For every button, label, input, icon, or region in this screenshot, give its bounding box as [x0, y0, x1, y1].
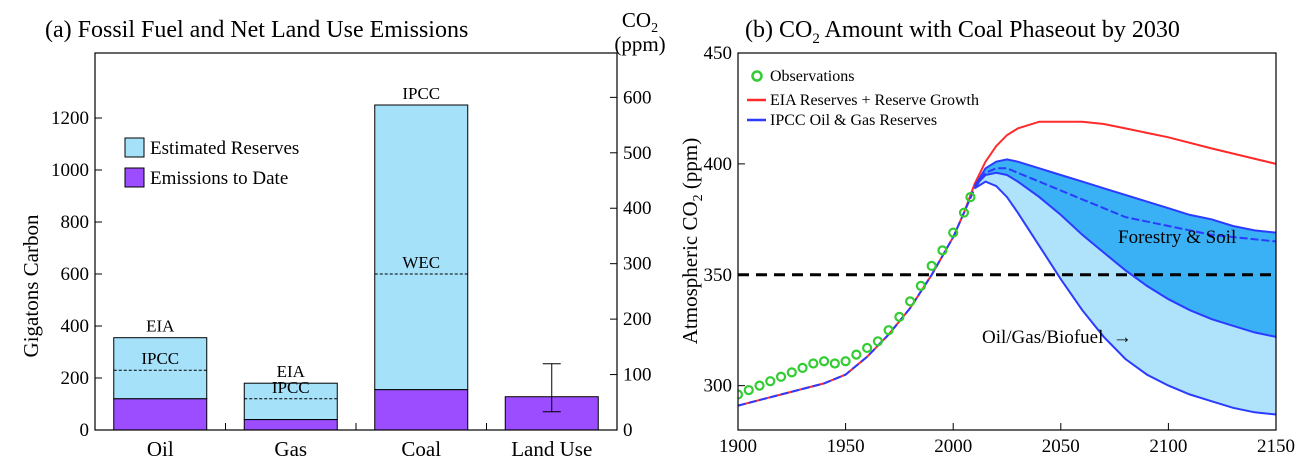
observation-point: [775, 371, 787, 382]
x-tick-label: Coal: [401, 437, 441, 460]
x-tick-label: 1900: [719, 436, 757, 457]
band-forestry-soil: [974, 159, 1276, 337]
legend-swatch-reserves: [124, 137, 145, 158]
legend-marker-observations: [751, 70, 763, 82]
series-line-eia: [738, 120, 1276, 407]
y2-tick-label: 400: [623, 198, 652, 219]
series-line-ipcc: [738, 167, 1276, 407]
panel-a-axes: Oil Gas Coal Land Use 0 200 400 600 800 1000 1200 0…: [51, 52, 652, 460]
observation-point: [851, 349, 862, 360]
x-tick-label: 2100: [1149, 436, 1187, 457]
panel-b-ylabel: Atmospheric CO2 (ppm): [678, 138, 706, 344]
reference-line-label: WEC: [402, 253, 440, 272]
y-tick-label: 600: [61, 264, 90, 285]
observation-point: [905, 296, 916, 307]
observation-point: [840, 356, 851, 367]
panel-a-title: (a) Fossil Fuel and Net Land Use Emissio…: [45, 17, 468, 43]
observation-point: [958, 207, 970, 218]
series-line-upper: [973, 158, 1276, 234]
bar-reserves-oil: [113, 337, 208, 400]
panel-b-title: (b) CO2 Amount with Coal Phaseout by 203…: [745, 17, 1180, 47]
y2-tick-label: 600: [623, 87, 652, 108]
observation-point: [765, 376, 776, 387]
panel-a-y2label-line1: CO2: [622, 8, 658, 36]
observation-point: [754, 380, 765, 391]
y2-tick-label: 500: [623, 143, 652, 164]
observation-point: [915, 280, 927, 291]
bar-top-label: IPCC: [402, 84, 440, 103]
y2-tick-label: 100: [623, 365, 652, 386]
observation-point: [786, 367, 797, 378]
observation-point: [883, 325, 894, 336]
bar-emissions-coal: [374, 389, 469, 431]
x-tick-label: Gas: [274, 437, 307, 460]
observation-point: [872, 336, 883, 347]
observation-point: [738, 389, 744, 400]
observation-point: [808, 358, 819, 369]
bar-top-label: EIA: [277, 362, 306, 381]
panel-a-legend: Estimated Reserves Emissions to Date: [124, 137, 299, 189]
y-tick-label: 1200: [51, 108, 89, 129]
annotation-oil-gas-biofuel: Oil/Gas/Biofuel →: [982, 327, 1132, 348]
x-tick-label: 2000: [934, 436, 972, 457]
panel-b-frame: [737, 52, 1277, 431]
x-tick-label: 2050: [1042, 436, 1080, 457]
panel-a: (a) Fossil Fuel and Net Land Use Emissio…: [19, 8, 666, 460]
bar-reserves-gas: [243, 382, 338, 421]
y-tick-label: 450: [704, 43, 733, 64]
y-tick-label: 300: [704, 376, 733, 397]
observation-point: [965, 192, 976, 203]
y-tick-label: 200: [61, 368, 90, 389]
legend-label-ipcc: IPCC Oil & Gas Reserves: [770, 112, 937, 129]
y2-tick-label: 300: [623, 254, 652, 275]
legend-label-eia: EIA Reserves + Reserve Growth: [770, 92, 979, 109]
x-tick-label: Oil: [147, 437, 174, 460]
observation-point: [937, 245, 948, 256]
reference-line-label: IPCC: [141, 349, 179, 368]
bar-reserves-coal: [374, 104, 469, 391]
observation-point: [948, 227, 959, 238]
x-tick-label: Land Use: [511, 437, 592, 460]
y-tick-label: 1000: [51, 160, 89, 181]
series-line-middle: [973, 171, 1276, 338]
reference-line-label: IPCC: [272, 378, 310, 397]
annotation-forestry-soil: Forestry & Soil: [1118, 227, 1236, 248]
y-tick-label: 400: [704, 154, 733, 175]
bar-top-label: EIA: [146, 317, 175, 336]
y-tick-label: 350: [704, 265, 733, 286]
observation-point: [829, 358, 840, 369]
y-tick-label: 800: [61, 212, 90, 233]
panel-b-axes: 1900 1950 2000 2050 2100 2150 300 350 400 450: [704, 43, 1296, 457]
legend-label-emissions: Emissions to Date: [150, 168, 288, 189]
observation-point: [818, 356, 830, 367]
panel-b-plot: [738, 120, 1276, 416]
panel-b: (b) CO2 Amount with Coal Phaseout by 203…: [678, 17, 1295, 457]
legend-label-observations: Observations: [770, 68, 854, 85]
y2-tick-label: 200: [623, 309, 652, 330]
observation-point: [797, 362, 808, 374]
series-line-lower: [974, 180, 1276, 416]
legend-label-reserves: Estimated Reserves: [150, 138, 299, 159]
panel-b-legend: Observations EIA Reserves + Reserve Grow…: [747, 68, 979, 129]
panel-a-y2label-line2: (ppm): [614, 32, 665, 56]
bar-emissions-gas: [243, 419, 338, 431]
y-tick-label: 400: [61, 316, 90, 337]
y2-tick-label: 0: [623, 420, 633, 441]
y-tick-label: 0: [80, 420, 90, 441]
x-tick-label: 1950: [827, 436, 865, 457]
observation-point: [894, 311, 905, 322]
bar-emissions-oil: [113, 398, 208, 431]
observation-point: [926, 260, 937, 271]
panel-a-ylabel: Gigatons Carbon: [19, 214, 43, 357]
observation-point: [862, 342, 873, 354]
x-tick-label: 2150: [1257, 436, 1295, 457]
band-oil-gas-biofuel: [974, 172, 1276, 415]
legend-swatch-emissions: [124, 167, 145, 188]
observation-point: [743, 384, 754, 396]
